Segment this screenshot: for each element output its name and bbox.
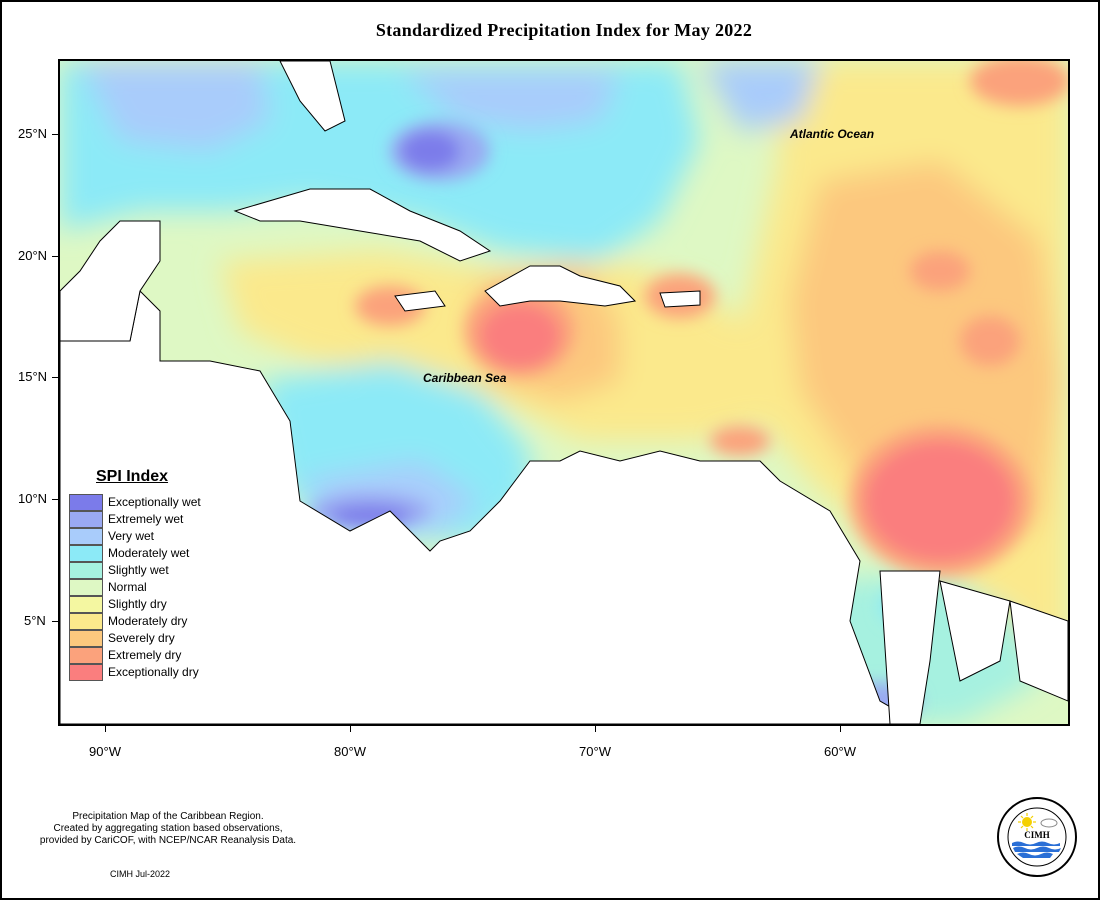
land-outlines: [60, 61, 1068, 724]
lon-label-60w: 60°W: [824, 744, 856, 759]
credit-line-2: Created by aggregating station based obs…: [53, 823, 283, 834]
lon-tick-60w: [840, 726, 841, 732]
waves-icon: [1012, 841, 1061, 858]
sun-rays-icon: [1018, 813, 1036, 831]
lat-label-20n: 20°N: [18, 248, 48, 263]
label-atlantic-ocean: Atlantic Ocean: [790, 127, 875, 141]
credit-date: CIMH Jul-2022: [110, 869, 171, 879]
lat-label-25n: 25°N: [18, 126, 48, 141]
cimh-logo: CIMH: [997, 797, 1077, 877]
legend-label: Slightly dry: [108, 597, 167, 611]
legend-label: Severely dry: [108, 631, 175, 645]
legend-label: Slightly wet: [108, 563, 169, 577]
lon-tick-90w: [105, 726, 106, 732]
lon-tick-80w: [350, 726, 351, 732]
lat-tick-25n: [52, 134, 58, 135]
spi-map: [58, 59, 1070, 726]
legend-swatch: [69, 511, 103, 528]
lat-tick-10n: [52, 499, 58, 500]
lon-tick-70w: [595, 726, 596, 732]
legend-label: Very wet: [108, 529, 155, 543]
lat-label-10n: 10°N: [18, 491, 48, 506]
lat-tick-15n: [52, 377, 58, 378]
legend-swatch: [69, 630, 103, 647]
legend-label: Extremely wet: [108, 512, 184, 526]
legend-swatch: [69, 596, 103, 613]
label-caribbean-sea: Caribbean Sea: [423, 371, 507, 385]
cloud-icon: [1040, 818, 1058, 828]
logo-text: CIMH: [1024, 830, 1050, 840]
map-title: Standardized Precipitation Index for May…: [375, 20, 753, 40]
legend-swatch: [69, 579, 103, 596]
credit-line-3: provided by CariCOF, with NCEP/NCAR Rean…: [39, 835, 297, 846]
legend-swatch: [69, 494, 103, 511]
lon-label-80w: 80°W: [334, 744, 366, 759]
legend-swatch: [69, 528, 103, 545]
sun-icon: [1022, 817, 1032, 827]
lat-label-15n: 15°N: [18, 369, 48, 384]
credit-line-1: Precipitation Map of the Caribbean Regio…: [72, 811, 264, 822]
map-credit: Precipitation Map of the Caribbean Regio…: [0, 811, 336, 847]
lat-tick-5n: [52, 621, 58, 622]
legend-swatch: [69, 647, 103, 664]
legend-title: SPI Index: [96, 468, 169, 485]
legend-label: Extremely dry: [108, 648, 182, 662]
legend-label: Exceptionally dry: [108, 665, 199, 679]
legend-swatch: [69, 545, 103, 562]
legend-swatch: [69, 613, 103, 630]
spi-raster: [60, 61, 1068, 724]
legend-swatch: [69, 562, 103, 579]
lon-label-90w: 90°W: [89, 744, 121, 759]
lat-label-5n: 5°N: [24, 613, 46, 628]
lon-label-70w: 70°W: [579, 744, 611, 759]
lat-tick-20n: [52, 256, 58, 257]
legend-swatch: [69, 664, 103, 681]
legend-label: Normal: [108, 580, 147, 594]
legend-label: Moderately dry: [108, 614, 188, 628]
legend-label: Moderately wet: [108, 546, 190, 560]
legend-label: Exceptionally wet: [108, 495, 201, 509]
